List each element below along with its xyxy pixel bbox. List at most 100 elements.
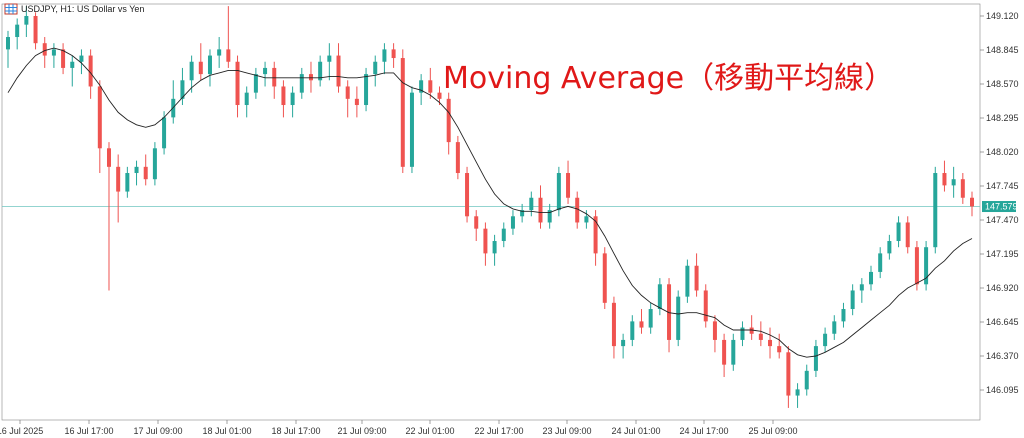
candle[interactable] [455,135,460,180]
candle[interactable] [263,61,268,87]
candle[interactable] [841,302,846,328]
candle[interactable] [134,160,139,186]
candle[interactable] [630,315,635,347]
candle[interactable] [859,278,864,303]
price-axis[interactable]: 149.120 148.845 148.570 148.295 148.020 147.7… [980,11,1019,395]
candle[interactable] [152,142,157,186]
candle[interactable] [318,55,323,87]
candle[interactable] [116,154,121,223]
candle[interactable] [566,160,571,204]
candle[interactable] [602,247,607,310]
candle[interactable] [217,37,222,68]
candle[interactable] [749,315,754,340]
candle[interactable] [575,191,580,229]
candle[interactable] [143,154,148,186]
candle[interactable] [768,327,773,359]
candle[interactable] [520,203,525,223]
candle[interactable] [639,309,644,334]
candle[interactable] [795,383,800,408]
candle[interactable] [253,67,258,99]
candle[interactable] [786,346,791,408]
candle[interactable] [887,234,892,260]
candle[interactable] [51,43,56,68]
candle[interactable] [189,55,194,93]
candle[interactable] [547,203,552,229]
candle[interactable] [42,37,47,68]
candle[interactable] [6,30,10,68]
candle[interactable] [593,210,598,266]
candle[interactable] [667,278,672,353]
candle[interactable] [694,253,699,297]
candle[interactable] [97,80,102,174]
candle[interactable] [61,43,66,75]
candle[interactable] [88,49,93,99]
candle[interactable] [970,191,974,217]
candle[interactable] [391,43,396,68]
candle[interactable] [584,210,589,229]
candle[interactable] [933,166,938,254]
candle[interactable] [529,191,534,217]
candle[interactable] [896,216,901,248]
candle[interactable] [722,333,727,378]
candle[interactable] [428,67,433,99]
candle[interactable] [290,86,295,118]
candle[interactable] [924,241,929,291]
candle[interactable] [777,333,782,359]
candle[interactable] [676,290,681,347]
candle[interactable] [15,18,20,50]
candle[interactable] [125,166,130,198]
candle[interactable] [758,321,763,347]
candle[interactable] [354,86,359,118]
candle[interactable] [492,234,497,266]
candle[interactable] [345,80,350,118]
candle[interactable] [327,43,332,81]
candle[interactable] [33,12,38,50]
candle[interactable] [419,74,424,106]
candle[interactable] [474,210,479,242]
candle[interactable] [272,61,277,99]
candle[interactable] [712,315,717,353]
candle[interactable] [79,49,84,75]
candle[interactable] [106,142,111,291]
candle[interactable] [336,43,341,93]
candle[interactable] [648,302,653,334]
candle[interactable] [703,284,708,328]
candlestick-series[interactable] [6,6,974,408]
candle[interactable] [951,166,956,198]
candle[interactable] [804,364,809,396]
candle[interactable] [832,315,837,340]
candle[interactable] [878,247,883,279]
candle[interactable] [501,222,506,248]
candle[interactable] [510,210,515,235]
candle[interactable] [942,160,947,192]
candle[interactable] [823,327,828,353]
candle[interactable] [813,339,818,378]
candle[interactable] [198,43,203,81]
candle[interactable] [960,173,965,204]
time-axis[interactable]: 16 Jul 2025 16 Jul 17:00 17 Jul 09:00 18 Ju… [0,420,798,436]
candle[interactable] [382,43,387,75]
candle[interactable] [905,216,910,254]
candle[interactable] [850,284,855,316]
candle[interactable] [244,86,249,118]
candle[interactable] [611,296,616,359]
candle[interactable] [308,61,313,93]
candle[interactable] [162,111,167,155]
candle[interactable] [281,80,286,118]
candle[interactable] [914,241,919,291]
candle[interactable] [731,333,736,371]
candle[interactable] [400,49,405,174]
candle[interactable] [556,166,561,217]
candle[interactable] [657,278,662,316]
candle[interactable] [373,55,378,87]
candle[interactable] [207,49,212,87]
candle[interactable] [364,67,369,112]
candle[interactable] [226,6,231,68]
candle[interactable] [869,265,874,291]
candle[interactable] [299,67,304,99]
candle[interactable] [621,333,626,359]
candle[interactable] [409,86,414,174]
candle[interactable] [235,55,240,118]
candle[interactable] [70,55,75,87]
